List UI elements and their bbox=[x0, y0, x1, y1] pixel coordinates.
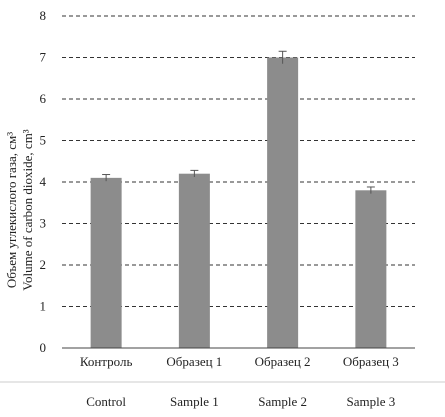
x-tick-label-en: Sample 3 bbox=[347, 394, 396, 409]
x-tick-label-en: Sample 1 bbox=[170, 394, 219, 409]
y-tick-label: 4 bbox=[40, 174, 47, 189]
y-axis-label-ru: Объем углекислого газа, см³ bbox=[4, 132, 19, 288]
y-tick-label: 8 bbox=[40, 8, 47, 23]
bar bbox=[90, 177, 122, 348]
bar bbox=[178, 173, 210, 348]
y-tick-label: 5 bbox=[40, 133, 47, 148]
y-axis-label-en: Volume of carbon dioxide, cm³ bbox=[20, 129, 35, 291]
y-tick-label: 1 bbox=[40, 299, 47, 314]
bar bbox=[267, 57, 299, 348]
x-tick-label: Образец 3 bbox=[343, 354, 399, 369]
y-tick-label: 3 bbox=[40, 216, 47, 231]
bars bbox=[90, 50, 387, 348]
x-tick-label: Образец 2 bbox=[255, 354, 311, 369]
axes bbox=[0, 347, 445, 383]
y-tick-label: 6 bbox=[40, 91, 47, 106]
y-tick-label: 7 bbox=[40, 50, 47, 65]
labels: Объем углекислого газа, см³ Volume of ca… bbox=[4, 8, 399, 409]
bar bbox=[355, 190, 387, 348]
y-tick-label: 2 bbox=[40, 257, 47, 272]
x-tick-label-en: Sample 2 bbox=[258, 394, 307, 409]
x-tick-label-en: Control bbox=[86, 394, 126, 409]
x-tick-label: Образец 1 bbox=[166, 354, 222, 369]
y-tick-label: 0 bbox=[40, 340, 47, 355]
x-tick-label: Контроль bbox=[80, 354, 133, 369]
